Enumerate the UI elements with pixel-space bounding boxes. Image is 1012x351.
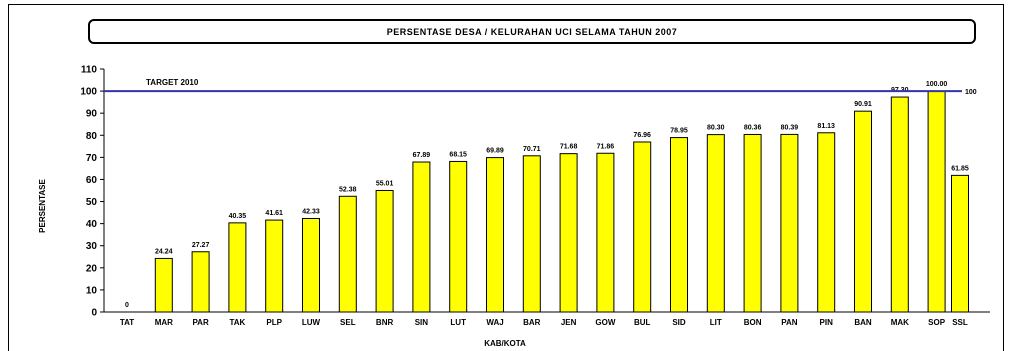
- bar-mak: [890, 96, 909, 313]
- x-tick-label-sel: SEL: [340, 318, 356, 327]
- bar-bon: [743, 133, 762, 313]
- data-label-par: 27.27: [192, 242, 210, 249]
- chart-title: PERSENTASE DESA / KELURAHAN UCI SELAMA T…: [386, 26, 678, 37]
- x-tick-label-lit: LIT: [710, 318, 722, 327]
- data-label-sid: 78.95: [670, 128, 688, 135]
- x-tick-label-plp: PLP: [266, 318, 282, 327]
- x-tick-label-luw: LUW: [302, 318, 321, 327]
- bar-tak: [228, 222, 247, 313]
- x-tick-label-bul: BUL: [634, 318, 651, 327]
- data-label-sin: 67.89: [413, 152, 431, 159]
- y-tick-label-2: 20: [86, 263, 98, 274]
- data-label-bnr: 55.01: [376, 180, 394, 187]
- bar-waj: [486, 157, 504, 313]
- x-tick-label-lut: LUT: [450, 318, 466, 327]
- data-label-pin: 81.13: [817, 123, 835, 130]
- bar-lit: [706, 134, 725, 313]
- x-tick-label-pan: PAN: [781, 318, 798, 327]
- y-tick-label-9: 90: [86, 109, 98, 120]
- y-tick-label-10: 100: [80, 87, 97, 98]
- data-label-mar: 24.24: [155, 248, 173, 255]
- bar-bnr: [375, 189, 394, 313]
- target-value-label: 100: [965, 89, 977, 96]
- y-axis-label: PERSENTASE: [38, 179, 47, 233]
- bar-lut: [449, 160, 468, 313]
- x-tick-label-ban: BAN: [854, 318, 872, 327]
- bar-sel: [338, 195, 357, 313]
- y-tick-label-5: 50: [86, 197, 98, 208]
- bar-pin: [817, 132, 836, 313]
- x-tick-label-mak: MAK: [891, 318, 909, 327]
- bar-bar: [522, 155, 541, 313]
- x-tick-label-par: PAR: [192, 318, 209, 327]
- data-label-tat: 0: [125, 302, 129, 309]
- data-label-luw: 42.33: [302, 208, 320, 215]
- y-tick-label-1: 10: [86, 285, 98, 296]
- data-label-pan: 80.39: [781, 124, 799, 131]
- data-label-jen: 71.68: [560, 144, 578, 151]
- bar-ban: [854, 110, 872, 313]
- bar-gow: [596, 152, 615, 313]
- data-label-sel: 52.38: [339, 186, 357, 193]
- chart-title-box: PERSENTASE DESA / KELURAHAN UCI SELAMA T…: [88, 19, 976, 44]
- data-label-bar: 70.71: [523, 146, 541, 153]
- x-tick-label-jen: JEN: [561, 318, 577, 327]
- bar-par: [191, 251, 210, 313]
- data-label-lut: 68.15: [449, 151, 467, 158]
- data-label-tak: 40.35: [229, 213, 247, 220]
- chart-frame: [8, 4, 1004, 351]
- data-label-ban: 90.91: [854, 101, 872, 108]
- y-tick-label-0: 0: [91, 308, 97, 319]
- x-tick-label-sop: SOP: [928, 318, 946, 327]
- data-label-bul: 76.96: [633, 132, 651, 139]
- x-tick-label-tak: TAK: [229, 318, 245, 327]
- bar-bul: [633, 141, 652, 313]
- data-label-plp: 41.61: [265, 210, 283, 217]
- data-label-waj: 69.89: [486, 148, 504, 155]
- data-label-ssl: 61.85: [951, 165, 969, 172]
- x-tick-label-waj: WAJ: [486, 318, 503, 327]
- data-label-sop: 100.00: [926, 81, 948, 88]
- x-tick-label-gow: GOW: [595, 318, 615, 327]
- x-tick-label-sin: SIN: [415, 318, 429, 327]
- data-label-lit: 80.30: [707, 125, 725, 132]
- bar-sin: [412, 161, 431, 313]
- plot-area: 0 10 20 30 40 50 60 70 80 90 100 110 0 TAT 24.24 MAR 27.…: [80, 65, 990, 327]
- x-axis-label: KAB/KOTA: [484, 339, 526, 348]
- x-tick-label-bar: BAR: [523, 318, 541, 327]
- bar-mar: [154, 257, 173, 313]
- x-tick-label-bon: BON: [744, 318, 762, 327]
- y-tick-label-4: 40: [86, 219, 98, 230]
- target-label: TARGET 2010: [146, 78, 199, 87]
- bar-jen: [559, 153, 578, 313]
- bar-plp: [265, 219, 284, 313]
- data-label-gow: 71.86: [597, 143, 615, 150]
- data-label-bon: 80.36: [744, 124, 762, 131]
- x-tick-label-ssl: SSL: [952, 318, 968, 327]
- y-tick-label-6: 60: [86, 175, 98, 186]
- bar-luw: [302, 217, 320, 313]
- y-tick-label-8: 80: [86, 131, 98, 142]
- x-tick-label-tat: TAT: [120, 318, 134, 327]
- y-tick-label-3: 30: [86, 241, 98, 252]
- x-tick-label-mar: MAR: [155, 318, 173, 327]
- x-tick-label-bnr: BNR: [376, 318, 394, 327]
- y-tick-label-11: 110: [81, 65, 98, 76]
- y-tick-label-7: 70: [86, 153, 98, 164]
- bar-pan: [780, 133, 799, 313]
- x-tick-label-pin: PIN: [820, 318, 834, 327]
- bar-sop: [927, 90, 946, 313]
- x-tick-label-sid: SID: [672, 318, 686, 327]
- bar-sid: [670, 137, 688, 313]
- bar-ssl: [951, 174, 969, 313]
